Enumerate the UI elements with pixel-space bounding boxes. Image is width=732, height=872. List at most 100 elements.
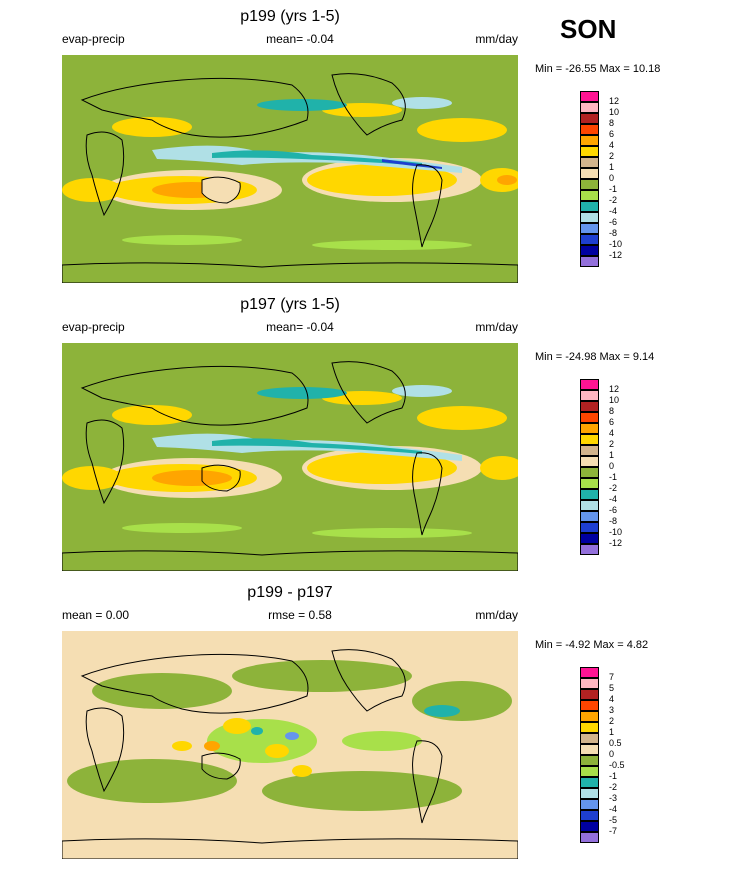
colorbar-label: 10: [609, 107, 620, 117]
colorbar-label: -6: [609, 505, 618, 515]
colorbar-label: 6: [609, 129, 615, 139]
colorbar-label: 1: [609, 727, 615, 737]
colorbar-label: 2: [609, 439, 615, 449]
colorbar-label: -12: [609, 538, 623, 548]
colorbar-swatch: [580, 667, 599, 678]
colorbar-label: -12: [609, 250, 623, 260]
colorbar-label: 1: [609, 162, 615, 172]
min-max-label: Min = -26.55 Max = 10.18: [535, 63, 661, 75]
variable-label: evap-precip: [62, 320, 125, 334]
colorbar-label: 0.5: [609, 738, 622, 748]
colorbar-label: -10: [609, 239, 623, 249]
mean-label: mean= -0.04: [266, 320, 334, 334]
colorbar-label: 4: [609, 428, 615, 438]
colorbar-swatch: [580, 467, 599, 478]
colorbar-label: 1: [609, 450, 615, 460]
colorbar-swatch: [580, 401, 599, 412]
colorbar-swatch: [580, 146, 599, 157]
colorbar-label: 6: [609, 417, 615, 427]
colorbar-swatch: [580, 799, 599, 810]
colorbar-label: -1: [609, 184, 618, 194]
colorbar-label: -3: [609, 793, 618, 803]
colorbar-label: 8: [609, 406, 615, 416]
mean-label: mean= -0.04: [266, 32, 334, 46]
colorbar-swatch: [580, 722, 599, 733]
colorbar-swatch: [580, 179, 599, 190]
panel-p199: p199 (yrs 1-5) evap-precip mean= -0.04 m…: [0, 8, 732, 296]
colorbar-label: 12: [609, 96, 620, 106]
colorbar-label: 10: [609, 395, 620, 405]
colorbar-swatch: [580, 190, 599, 201]
colorbar-label: 2: [609, 716, 615, 726]
colorbar-swatch: [580, 234, 599, 245]
colorbar-label: 4: [609, 140, 615, 150]
map-diff: [62, 631, 518, 859]
rmse-label: rmse = 0.58: [268, 608, 332, 622]
colorbar-label: -0.5: [609, 760, 625, 770]
colorbar-label: 5: [609, 683, 615, 693]
colorbar-swatch: [580, 777, 599, 788]
colorbar-label: 2: [609, 151, 615, 161]
colorbar-swatch: [580, 733, 599, 744]
colorbar-label: -1: [609, 472, 618, 482]
units-label: mm/day: [475, 32, 518, 46]
map-p197: [62, 343, 518, 571]
colorbar-swatch: [580, 766, 599, 777]
colorbar-swatch: [580, 379, 599, 390]
colorbar-label: -1: [609, 771, 618, 781]
colorbar-swatch: [580, 390, 599, 401]
colorbar-label: 0: [609, 749, 615, 759]
map-p199: [62, 55, 518, 283]
colorbar-swatch: [580, 711, 599, 722]
colorbar-swatch: [580, 135, 599, 146]
colorbar-label: -4: [609, 804, 618, 814]
panel-title: p199 (yrs 1-5): [240, 8, 340, 25]
colorbar-swatch: [580, 434, 599, 445]
colorbar-swatch: [580, 456, 599, 467]
colorbar-label: 7: [609, 672, 615, 682]
colorbar-label: 12: [609, 384, 620, 394]
colorbar-swatch: [580, 478, 599, 489]
colorbar-swatch: [580, 744, 599, 755]
panel-p197: p197 (yrs 1-5) evap-precip mean= -0.04 m…: [0, 296, 732, 584]
colorbar-swatch: [580, 832, 599, 843]
min-max-label: Min = -4.92 Max = 4.82: [535, 639, 649, 651]
colorbar-swatch: [580, 245, 599, 256]
colorbar-label: -2: [609, 782, 618, 792]
colorbar-label: 8: [609, 118, 615, 128]
colorbar-swatch: [580, 755, 599, 766]
colorbar-swatch: [580, 788, 599, 799]
colorbar-label: -10: [609, 527, 623, 537]
colorbar-label: 0: [609, 461, 615, 471]
colorbar-swatch: [580, 821, 599, 832]
colorbar-swatch: [580, 256, 599, 267]
colorbar-label: -8: [609, 516, 618, 526]
colorbar-swatch: [580, 445, 599, 456]
colorbar-swatch: [580, 124, 599, 135]
colorbar-label: -2: [609, 483, 618, 493]
colorbar-swatch: [580, 102, 599, 113]
variable-label: evap-precip: [62, 32, 125, 46]
colorbar-label: -7: [609, 826, 618, 836]
colorbar-swatch: [580, 522, 599, 533]
colorbar-swatch: [580, 810, 599, 821]
colorbar-swatch: [580, 689, 599, 700]
colorbar-swatch: [580, 91, 599, 102]
colorbar-label: -4: [609, 494, 618, 504]
colorbar-label: -5: [609, 815, 618, 825]
min-max-label: Min = -24.98 Max = 9.14: [535, 351, 655, 363]
colorbar-swatch: [580, 201, 599, 212]
colorbar-swatch: [580, 489, 599, 500]
colorbar-swatch: [580, 223, 599, 234]
panel-diff: p199 - p197 mean = 0.00 rmse = 0.58 mm/d…: [0, 584, 732, 872]
colorbar-label: 4: [609, 694, 615, 704]
colorbar-swatch: [580, 533, 599, 544]
colorbar-swatch: [580, 700, 599, 711]
colorbar-swatch: [580, 168, 599, 179]
colorbar-swatch: [580, 544, 599, 555]
colorbar-label: 0: [609, 173, 615, 183]
colorbar-swatch: [580, 157, 599, 168]
mean-label: mean = 0.00: [62, 608, 130, 622]
units-label: mm/day: [475, 320, 518, 334]
colorbar-swatch: [580, 500, 599, 511]
